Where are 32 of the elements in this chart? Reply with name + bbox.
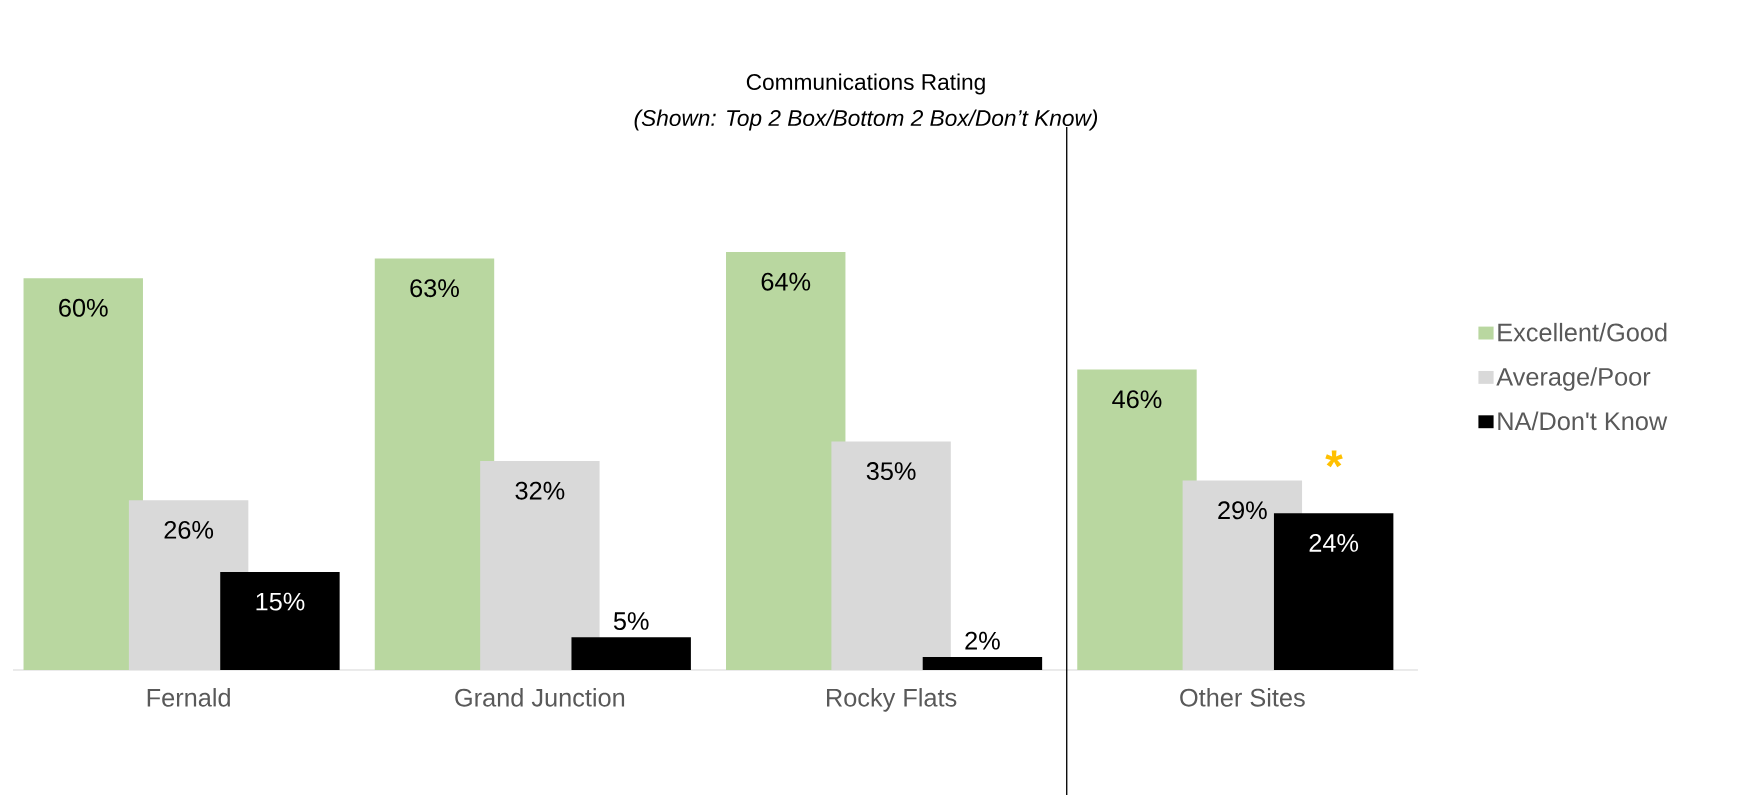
data-label: 5% [613, 612, 649, 630]
chart-subtitle: (Shown: Top 2 Box/Bottom 2 Box/Don’t Know) [634, 109, 1098, 131]
legend-label: NA/Don't Know [1498, 411, 1668, 431]
data-label: 15% [256, 592, 305, 611]
bar [726, 252, 846, 670]
data-label: 63% [410, 279, 459, 298]
x-tick-label: Rocky Flats [827, 688, 957, 712]
chart-title: Communications Rating [746, 73, 985, 95]
data-label: 26% [164, 520, 214, 539]
data-label: 64% [761, 272, 811, 291]
bar [922, 656, 1043, 670]
data-label: 2% [965, 631, 1000, 650]
x-tick-label: Other Sites [1180, 688, 1305, 707]
legend-label: Average/Poor [1496, 367, 1651, 391]
annotation: * [1325, 450, 1343, 468]
data-label: 32% [515, 481, 565, 500]
bar [480, 461, 600, 670]
x-tick-label: Fernald [147, 688, 230, 707]
bar [571, 637, 691, 670]
bar [1077, 369, 1197, 670]
data-label: 60% [59, 298, 108, 317]
bar [220, 572, 340, 670]
data-label: 35% [866, 462, 916, 481]
x-tick-label: Grand Junction [455, 688, 625, 707]
data-label: 24% [1309, 533, 1359, 552]
legend-label: Excellent/Good [1498, 322, 1667, 342]
bar [374, 258, 495, 670]
data-label: 46% [1112, 390, 1162, 409]
data-label: 29% [1218, 501, 1267, 520]
bar [23, 278, 143, 670]
bar [1273, 513, 1394, 670]
bar [831, 441, 951, 670]
